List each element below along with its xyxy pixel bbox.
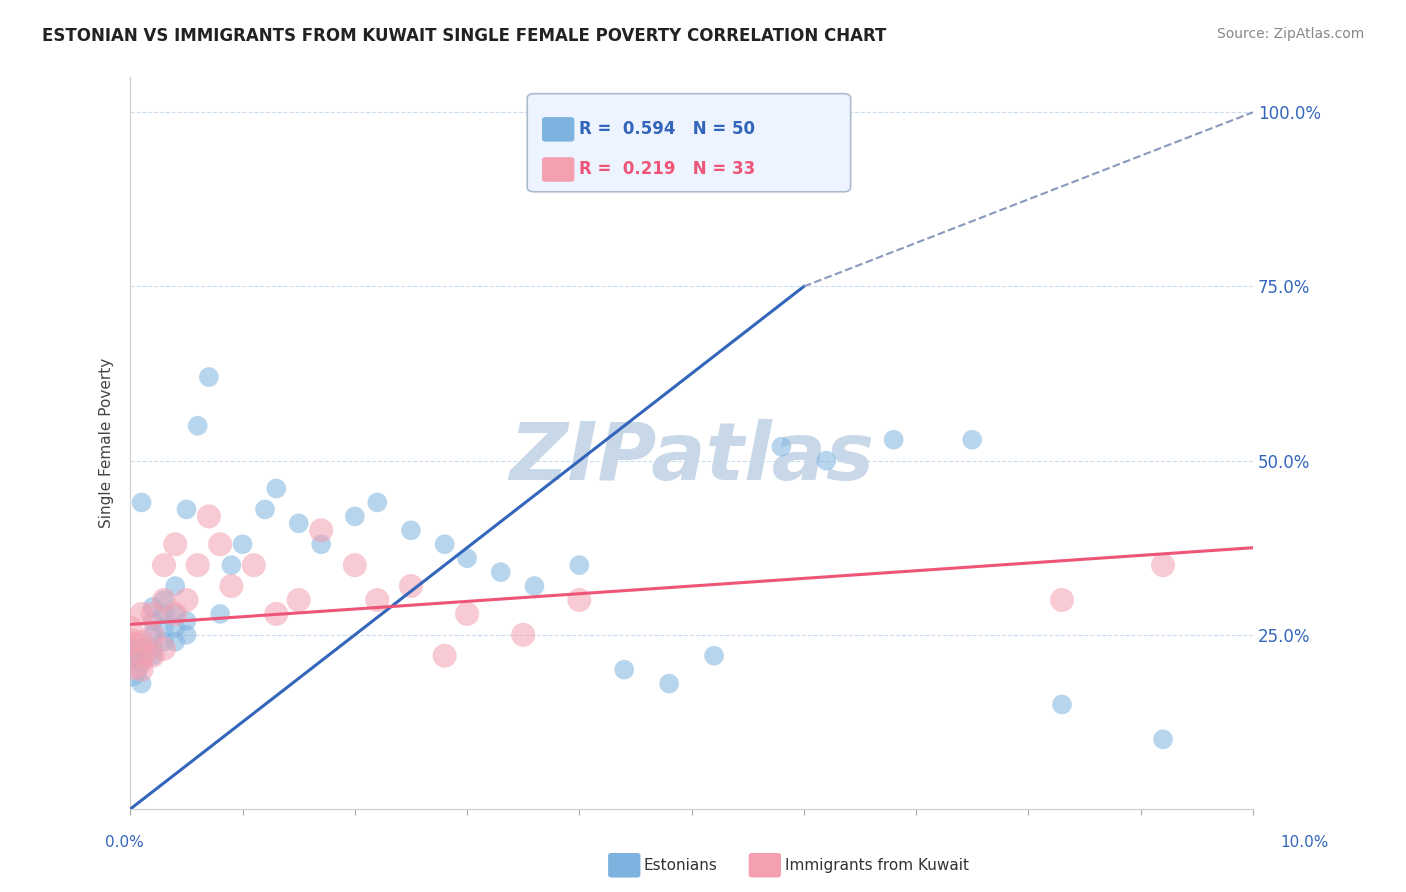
- Point: [658, 676, 681, 690]
- Point: [131, 634, 153, 648]
- Point: [209, 607, 232, 621]
- Point: [703, 648, 725, 663]
- Text: Immigrants from Kuwait: Immigrants from Kuwait: [785, 858, 969, 872]
- Text: R =  0.594   N = 50: R = 0.594 N = 50: [579, 120, 755, 138]
- Point: [142, 648, 165, 663]
- Point: [512, 628, 534, 642]
- Point: [613, 663, 636, 677]
- Point: [142, 641, 165, 656]
- Point: [815, 453, 838, 467]
- Point: [254, 502, 277, 516]
- Point: [131, 641, 153, 656]
- Point: [232, 537, 254, 551]
- Point: [153, 634, 176, 648]
- Point: [142, 648, 165, 663]
- Point: [131, 648, 153, 663]
- Point: [120, 641, 142, 656]
- Point: [187, 418, 209, 433]
- Point: [198, 509, 221, 524]
- Point: [165, 607, 187, 621]
- Point: [120, 648, 142, 663]
- Y-axis label: Single Female Poverty: Single Female Poverty: [100, 358, 114, 528]
- Point: [176, 614, 198, 628]
- Point: [142, 607, 165, 621]
- Text: Estonians: Estonians: [644, 858, 718, 872]
- Point: [433, 537, 456, 551]
- Point: [264, 482, 287, 496]
- Text: 0.0%: 0.0%: [105, 836, 145, 850]
- Point: [243, 558, 266, 573]
- Text: ZIPatlas: ZIPatlas: [509, 419, 875, 497]
- Point: [142, 599, 165, 614]
- Point: [131, 607, 153, 621]
- Point: [309, 524, 332, 538]
- Point: [366, 495, 388, 509]
- Point: [131, 495, 153, 509]
- Point: [142, 614, 165, 628]
- Point: [165, 607, 187, 621]
- Point: [142, 628, 165, 642]
- Point: [120, 663, 142, 677]
- Point: [131, 656, 153, 670]
- Point: [153, 558, 176, 573]
- Point: [399, 524, 422, 538]
- Point: [456, 551, 478, 566]
- Point: [343, 509, 366, 524]
- Point: [523, 579, 546, 593]
- Point: [264, 607, 287, 621]
- Point: [221, 579, 243, 593]
- Text: Source: ZipAtlas.com: Source: ZipAtlas.com: [1216, 27, 1364, 41]
- Point: [176, 628, 198, 642]
- Point: [165, 537, 187, 551]
- Point: [287, 516, 309, 531]
- Point: [1050, 698, 1073, 712]
- Point: [131, 676, 153, 690]
- Point: [176, 502, 198, 516]
- Point: [165, 621, 187, 635]
- Point: [960, 433, 983, 447]
- Point: [176, 593, 198, 607]
- Point: [165, 634, 187, 648]
- Point: [131, 648, 153, 663]
- Point: [120, 648, 142, 663]
- Point: [153, 607, 176, 621]
- Point: [309, 537, 332, 551]
- Text: 10.0%: 10.0%: [1281, 836, 1329, 850]
- Point: [1050, 593, 1073, 607]
- Point: [120, 621, 142, 635]
- Point: [770, 440, 793, 454]
- Point: [198, 370, 221, 384]
- Point: [1152, 732, 1174, 747]
- Point: [366, 593, 388, 607]
- Point: [153, 593, 176, 607]
- Point: [883, 433, 905, 447]
- Text: ESTONIAN VS IMMIGRANTS FROM KUWAIT SINGLE FEMALE POVERTY CORRELATION CHART: ESTONIAN VS IMMIGRANTS FROM KUWAIT SINGL…: [42, 27, 887, 45]
- Point: [153, 593, 176, 607]
- Point: [153, 621, 176, 635]
- Point: [142, 628, 165, 642]
- Point: [120, 634, 142, 648]
- Point: [568, 593, 591, 607]
- Point: [131, 663, 153, 677]
- Point: [1152, 558, 1174, 573]
- Point: [456, 607, 478, 621]
- Point: [489, 565, 512, 579]
- Point: [343, 558, 366, 573]
- Point: [153, 641, 176, 656]
- Point: [287, 593, 309, 607]
- Text: R =  0.219   N = 33: R = 0.219 N = 33: [579, 161, 755, 178]
- Point: [209, 537, 232, 551]
- Point: [165, 579, 187, 593]
- Point: [399, 579, 422, 593]
- Point: [221, 558, 243, 573]
- Point: [187, 558, 209, 573]
- Point: [433, 648, 456, 663]
- Point: [568, 558, 591, 573]
